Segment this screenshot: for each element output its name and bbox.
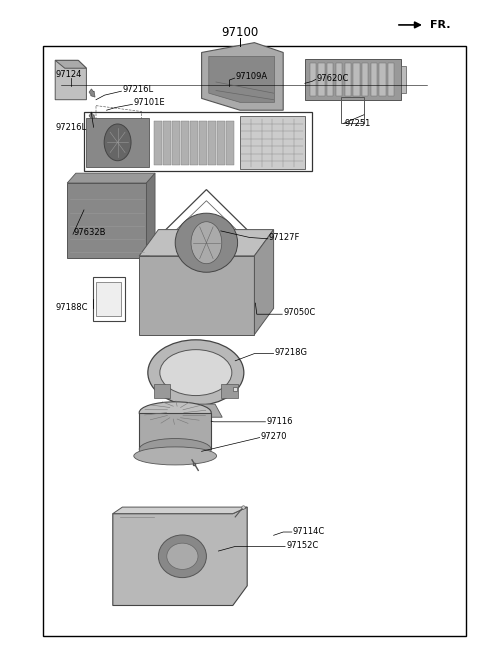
Polygon shape [169, 404, 222, 417]
Bar [96, 282, 121, 316]
Bar [43, 46, 466, 636]
Bar [327, 63, 333, 96]
Text: 97218G: 97218G [275, 348, 308, 358]
Polygon shape [113, 507, 247, 514]
Polygon shape [139, 230, 274, 256]
Polygon shape [55, 60, 86, 100]
Circle shape [104, 124, 131, 161]
Bar [310, 63, 316, 96]
Bar [318, 63, 324, 96]
Text: 97216L: 97216L [55, 123, 86, 132]
Text: 97632B: 97632B [74, 228, 107, 237]
Bar [86, 118, 149, 167]
Bar [388, 63, 395, 96]
Polygon shape [146, 173, 155, 258]
Bar [305, 59, 401, 100]
Ellipse shape [134, 447, 216, 465]
Text: 97114C: 97114C [293, 527, 325, 536]
Bar [336, 63, 342, 96]
Ellipse shape [175, 213, 238, 272]
Text: 97251: 97251 [345, 119, 371, 128]
Text: FR.: FR. [430, 20, 450, 30]
Bar [221, 384, 238, 398]
Bar [341, 97, 364, 123]
Text: 97188C: 97188C [55, 303, 88, 312]
Ellipse shape [160, 350, 232, 396]
Text: 97100: 97100 [221, 26, 259, 39]
Text: 97124: 97124 [55, 70, 82, 79]
Polygon shape [209, 56, 275, 102]
Bar [345, 63, 351, 96]
Polygon shape [55, 60, 86, 68]
Text: 97050C: 97050C [283, 308, 315, 318]
Bar [371, 63, 377, 96]
Ellipse shape [139, 401, 211, 424]
Bar [154, 384, 170, 398]
Text: 97270: 97270 [261, 432, 287, 441]
Text: 97127F: 97127F [269, 233, 300, 242]
Bar [362, 63, 368, 96]
Bar [217, 121, 225, 165]
Polygon shape [67, 173, 155, 183]
Bar [208, 121, 216, 165]
Polygon shape [113, 507, 247, 605]
Bar [181, 121, 189, 165]
Text: 97216L: 97216L [122, 85, 154, 94]
Circle shape [191, 222, 222, 264]
Text: 97116: 97116 [266, 417, 293, 426]
FancyArrow shape [89, 113, 95, 121]
Bar [139, 256, 254, 335]
Text: 97109A: 97109A [235, 72, 267, 81]
Text: 97620C: 97620C [317, 73, 349, 83]
Bar [401, 66, 406, 93]
Bar [190, 121, 198, 165]
Bar [353, 63, 360, 96]
Polygon shape [254, 230, 274, 335]
Bar [67, 183, 146, 258]
Text: 97152C: 97152C [286, 541, 318, 550]
Bar [226, 121, 234, 165]
Polygon shape [139, 413, 211, 449]
Ellipse shape [139, 438, 211, 461]
Bar [154, 121, 162, 165]
Bar [240, 116, 305, 169]
Ellipse shape [148, 340, 244, 405]
Bar [93, 277, 125, 321]
Ellipse shape [158, 535, 206, 578]
Bar [163, 121, 171, 165]
Text: 97101E: 97101E [133, 98, 165, 108]
Ellipse shape [167, 543, 198, 569]
Bar [380, 63, 386, 96]
Polygon shape [202, 43, 283, 110]
Bar [199, 121, 207, 165]
FancyArrow shape [89, 89, 95, 97]
Bar [172, 121, 180, 165]
